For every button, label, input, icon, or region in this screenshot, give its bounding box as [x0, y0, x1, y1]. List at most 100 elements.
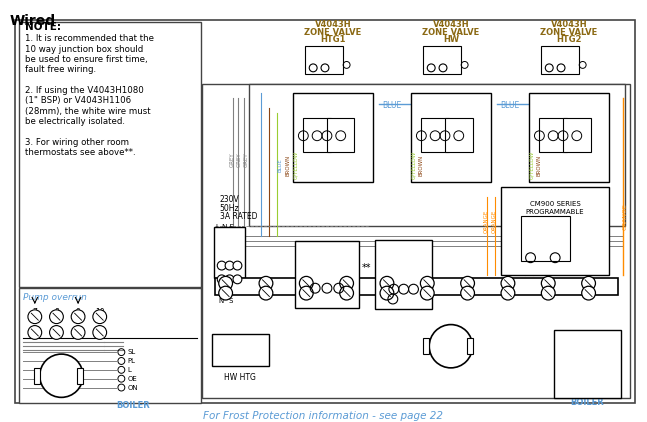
Text: MOTOR: MOTOR — [548, 62, 572, 67]
Text: ST9400A/C: ST9400A/C — [219, 346, 261, 354]
Bar — [34, 368, 39, 384]
Text: be electrically isolated.: be electrically isolated. — [25, 117, 125, 126]
Circle shape — [219, 286, 232, 300]
Text: A: A — [528, 236, 533, 245]
Bar — [292, 93, 373, 182]
Text: BLUE: BLUE — [382, 101, 401, 110]
Circle shape — [501, 286, 515, 300]
Circle shape — [28, 325, 41, 339]
Text: HTG1: HTG1 — [320, 35, 345, 44]
Text: CM900 SERIES: CM900 SERIES — [530, 200, 580, 207]
Text: S: S — [239, 341, 243, 347]
Text: GREY: GREY — [244, 152, 249, 167]
Text: G/YELLOW: G/YELLOW — [293, 151, 298, 179]
Bar — [554, 330, 621, 398]
Bar — [19, 288, 201, 403]
Circle shape — [300, 276, 313, 290]
Text: BOILER: BOILER — [116, 401, 150, 410]
Text: 9: 9 — [546, 277, 551, 284]
Text: ZONE VALVE: ZONE VALVE — [422, 27, 479, 37]
Text: G/YELLOW: G/YELLOW — [529, 151, 534, 179]
Bar — [214, 227, 245, 279]
Text: SL: SL — [127, 349, 135, 355]
Bar — [466, 338, 472, 354]
Text: fault free wiring.: fault free wiring. — [25, 65, 96, 74]
Bar — [215, 279, 618, 295]
Circle shape — [225, 261, 234, 270]
Text: 10 way junction box should: 10 way junction box should — [25, 45, 143, 54]
Text: ORANGE: ORANGE — [492, 210, 497, 233]
Text: 4: 4 — [344, 277, 349, 284]
Bar — [305, 46, 343, 74]
Text: 5: 5 — [385, 277, 389, 284]
Text: 8: 8 — [506, 277, 510, 284]
Text: ROOM STAT.: ROOM STAT. — [306, 259, 348, 265]
Circle shape — [39, 354, 83, 398]
Circle shape — [421, 286, 434, 300]
Text: N  E  L: N E L — [439, 339, 462, 345]
Circle shape — [429, 325, 472, 368]
Circle shape — [93, 325, 107, 339]
Circle shape — [542, 286, 555, 300]
Circle shape — [501, 276, 515, 290]
Text: MOTOR: MOTOR — [313, 62, 336, 67]
Bar — [521, 216, 570, 261]
Text: 230V: 230V — [220, 195, 239, 204]
Bar — [501, 187, 609, 276]
Bar — [423, 46, 461, 74]
Text: Pump overrun: Pump overrun — [23, 293, 87, 302]
Text: GREY: GREY — [237, 152, 242, 167]
Text: V4043H: V4043H — [314, 20, 351, 29]
Bar — [296, 241, 359, 308]
Text: MOTOR: MOTOR — [430, 62, 454, 67]
Text: OE: OE — [582, 359, 593, 368]
Text: 3. For wiring other room: 3. For wiring other room — [25, 138, 129, 147]
Text: 1: 1 — [223, 277, 228, 284]
Text: HW HTG: HW HTG — [225, 373, 256, 382]
Text: STAT.: STAT. — [546, 216, 564, 222]
Circle shape — [28, 310, 41, 324]
Text: HW: HW — [443, 35, 459, 44]
Text: 2  1  3: 2 1 3 — [315, 271, 339, 279]
Text: BROWN: BROWN — [537, 154, 542, 176]
Circle shape — [582, 276, 595, 290]
Text: 7: 7 — [32, 308, 38, 317]
Bar — [249, 84, 625, 226]
Text: ORANGE: ORANGE — [484, 210, 488, 233]
Bar — [411, 93, 491, 182]
Bar — [212, 334, 269, 366]
Circle shape — [219, 276, 232, 290]
Circle shape — [582, 286, 595, 300]
Text: OE: OE — [127, 376, 137, 381]
Text: L N E: L N E — [216, 224, 234, 230]
Circle shape — [300, 286, 313, 300]
Circle shape — [50, 310, 63, 324]
Text: STAT.: STAT. — [395, 270, 413, 276]
Text: 2. If using the V4043H1080: 2. If using the V4043H1080 — [25, 86, 144, 95]
Bar — [529, 93, 609, 182]
Bar — [77, 368, 83, 384]
Text: ORANGE: ORANGE — [520, 210, 525, 233]
Bar — [327, 118, 355, 152]
Text: S: S — [228, 298, 233, 304]
Text: 6: 6 — [425, 277, 430, 284]
Circle shape — [225, 275, 234, 284]
Text: 50Hz: 50Hz — [220, 203, 239, 213]
Circle shape — [93, 310, 107, 324]
Circle shape — [461, 286, 474, 300]
Circle shape — [542, 276, 555, 290]
Circle shape — [259, 276, 273, 290]
Text: B: B — [552, 236, 558, 245]
Circle shape — [340, 276, 353, 290]
Text: (1" BSP) or V4043H1106: (1" BSP) or V4043H1106 — [25, 96, 131, 106]
Text: 3A RATED: 3A RATED — [220, 212, 258, 222]
Text: NOTE:: NOTE: — [25, 22, 61, 32]
Text: 10: 10 — [95, 308, 105, 317]
Bar — [421, 118, 449, 152]
Text: BROWN: BROWN — [419, 154, 424, 176]
Text: BROWN: BROWN — [285, 154, 290, 176]
Text: **: ** — [362, 262, 371, 273]
Bar — [423, 338, 429, 354]
Text: L: L — [127, 367, 131, 373]
Circle shape — [380, 276, 394, 290]
